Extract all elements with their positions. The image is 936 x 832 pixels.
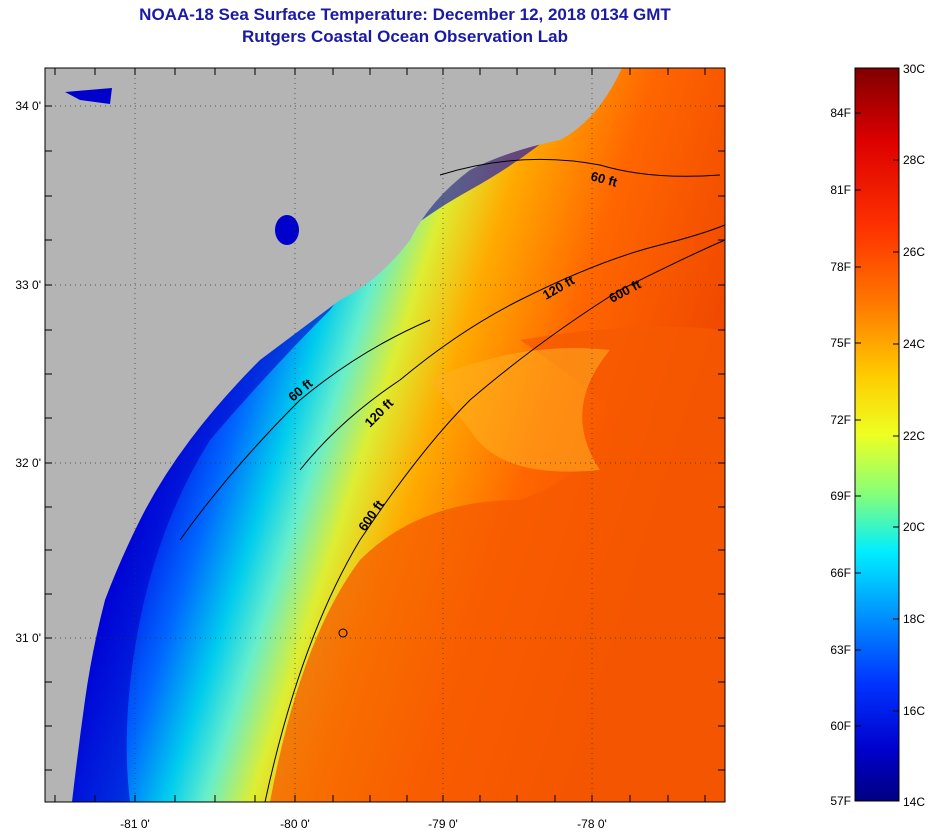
colorbar xyxy=(854,67,900,802)
lat-label: 32 0' xyxy=(15,456,41,470)
colorbar-celsius-label: 22C xyxy=(903,429,925,443)
colorbar-fahrenheit-label: 84F xyxy=(830,106,851,120)
colorbar-fahrenheit-label: 72F xyxy=(830,413,851,427)
celsius-labels: 30C 28C 26C 24C 22C 20C 18C 16C 14C xyxy=(903,62,925,809)
colorbar-fahrenheit-label: 60F xyxy=(830,719,851,733)
lat-label: 34 0' xyxy=(15,99,41,113)
map-subtitle: Rutgers Coastal Ocean Observation Lab xyxy=(242,27,568,46)
land-mass xyxy=(45,68,622,802)
colorbar-fahrenheit-label: 75F xyxy=(830,336,851,350)
colorbar-celsius-label: 18C xyxy=(903,612,925,626)
warm-water-filament xyxy=(430,348,610,472)
map-ticks xyxy=(45,68,725,802)
colorbar-fahrenheit-label: 66F xyxy=(830,566,851,580)
lon-label: -79 0' xyxy=(428,817,458,831)
colorbar-celsius-label: 30C xyxy=(903,62,925,76)
contour-ring xyxy=(338,628,348,638)
title-block: NOAA-18 Sea Surface Temperature: Decembe… xyxy=(0,4,810,48)
colorbar-celsius-label: 16C xyxy=(903,704,925,718)
contour-600ft xyxy=(264,239,726,803)
colorbar-fahrenheit-label: 81F xyxy=(830,183,851,197)
lon-label: -81 0' xyxy=(120,817,150,831)
contour-120ft xyxy=(299,224,726,471)
map-frame xyxy=(44,67,726,803)
lake xyxy=(275,215,299,245)
contour-label: 60 ft xyxy=(589,168,619,190)
lon-label: -80 0' xyxy=(280,817,310,831)
map-title: NOAA-18 Sea Surface Temperature: Decembe… xyxy=(139,5,671,24)
warm-water-core xyxy=(270,326,725,802)
depth-contours xyxy=(179,158,726,803)
contour-60ft-north xyxy=(439,158,721,177)
map-area xyxy=(45,68,725,802)
colorbar-celsius-label: 26C xyxy=(903,245,925,259)
lat-label: 31 0' xyxy=(15,631,41,645)
colorbar-celsius-label: 24C xyxy=(903,337,925,351)
colorbar-celsius-label: 14C xyxy=(903,795,925,809)
lake xyxy=(65,88,112,104)
contour-60ft-south xyxy=(179,319,431,541)
fahrenheit-labels: 84F 81F 78F 75F 72F 69F 66F 63F 60F 57F xyxy=(830,106,851,808)
colorbar-fahrenheit-label: 78F xyxy=(830,260,851,274)
colorbar-celsius-label: 20C xyxy=(903,520,925,534)
colorbar-fahrenheit-label: 57F xyxy=(830,794,851,808)
graticule xyxy=(45,68,725,802)
lon-label: -78 0' xyxy=(577,817,607,831)
colorbar-celsius-label: 28C xyxy=(903,153,925,167)
lat-label: 33 0' xyxy=(15,278,41,292)
colorbar-fahrenheit-label: 69F xyxy=(830,489,851,503)
colorbar-ticks xyxy=(855,67,899,802)
colorbar-fahrenheit-label: 63F xyxy=(830,643,851,657)
